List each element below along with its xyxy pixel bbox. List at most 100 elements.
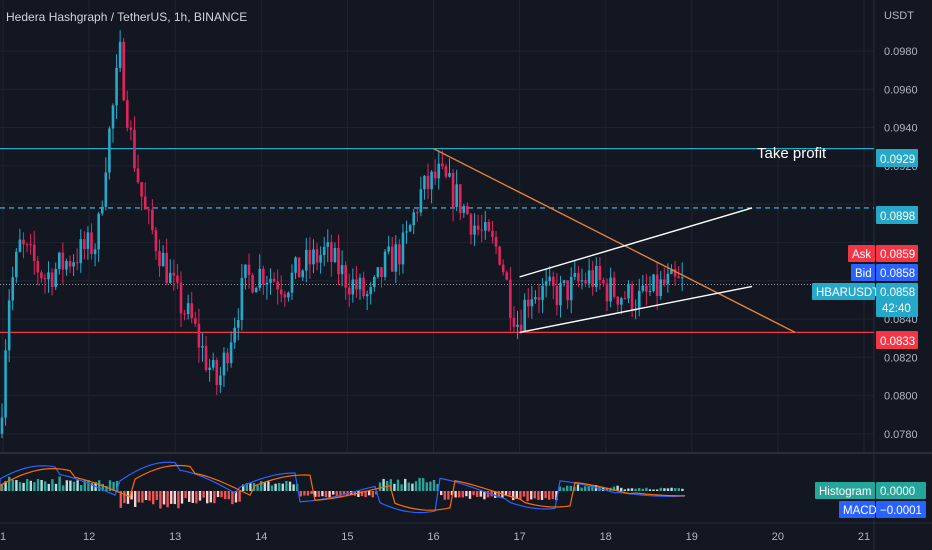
- macd-histogram-bar: [134, 491, 137, 507]
- price-tags: 0.0929 0.0898 0.0833 Ask 0.0859 Bid 0.0858HBAR…: [812, 149, 926, 518]
- macd-histogram-bar: [29, 480, 32, 491]
- ask-label-tag: Ask: [852, 249, 871, 261]
- macd-histogram-bar: [569, 485, 572, 491]
- macd-histogram-bar: [47, 483, 50, 491]
- macd-histogram-bar: [245, 483, 248, 491]
- candle-body: [641, 285, 645, 291]
- candle-body: [136, 168, 140, 183]
- macd-histogram-bar: [321, 491, 324, 497]
- macd-histogram-bar: [562, 487, 565, 491]
- macd-line: [0, 461, 686, 514]
- candle-body: [158, 251, 161, 267]
- candle-body: [229, 342, 233, 364]
- candle-body: [415, 212, 419, 214]
- macd-histogram-bar: [558, 486, 562, 491]
- ask-price-tag-bg: [876, 245, 918, 262]
- macd-histogram-bar: [306, 491, 310, 496]
- time-tick-label: 21: [858, 531, 870, 543]
- candle-body: [90, 232, 93, 255]
- candle-body: [670, 268, 673, 274]
- candle-body: [401, 232, 405, 265]
- macd-histogram-bar: [544, 491, 547, 499]
- candle-body: [40, 272, 43, 279]
- candle-body: [179, 282, 183, 314]
- candle-body: [265, 282, 269, 285]
- candle-body: [351, 279, 355, 295]
- macd-histogram-bar: [188, 491, 191, 502]
- horizontal-levels: [0, 147, 874, 334]
- candle-body: [111, 105, 115, 129]
- candle-body: [247, 264, 251, 275]
- macd-histogram-bar: [389, 479, 392, 491]
- histogram-label-tag-bg: [815, 482, 875, 499]
- macd-histogram-bar: [587, 486, 590, 491]
- candle-body: [183, 313, 186, 315]
- macd-histogram-bar: [310, 491, 313, 495]
- macd-histogram-bar: [425, 482, 428, 491]
- time-tick-label: 20: [772, 531, 784, 543]
- candle-body: [501, 264, 505, 273]
- candle-body: [168, 272, 172, 284]
- candle-body: [190, 303, 194, 319]
- macd-histogram-bar: [537, 491, 540, 500]
- macd-histogram-bar: [627, 488, 630, 491]
- candle-body: [294, 257, 297, 273]
- candle-body: [233, 327, 236, 343]
- candle-body: [458, 184, 462, 213]
- candle-body: [104, 172, 108, 207]
- candle-body: [11, 277, 15, 301]
- macd-histogram-bar: [170, 491, 173, 504]
- candle-body: [559, 282, 562, 306]
- macd-histogram-bar: [656, 489, 659, 491]
- candle-body: [526, 299, 530, 307]
- macd-histogram-bar: [324, 491, 328, 498]
- trendline: [519, 285, 753, 334]
- histogram-label-tag: Histogram: [819, 486, 871, 498]
- macd-histogram-bar: [357, 491, 360, 497]
- price-tick-label: 0.0980: [884, 46, 918, 58]
- candle-body: [620, 298, 623, 305]
- macd-histogram-bar: [666, 488, 670, 491]
- macd-indicator: [0, 461, 686, 514]
- candle-body: [616, 296, 620, 305]
- candle-body: [93, 249, 97, 255]
- macd-histogram-bar: [285, 480, 288, 491]
- candle-body: [15, 251, 18, 278]
- candle-body: [451, 172, 455, 207]
- macd-histogram-bar: [486, 491, 490, 498]
- macd-histogram-bar: [18, 482, 22, 491]
- macd-histogram-bar: [44, 481, 47, 491]
- candle-body: [326, 242, 330, 247]
- macd-histogram-bar: [681, 488, 684, 491]
- macd-histogram-bar: [378, 482, 382, 491]
- candle-body: [387, 246, 390, 252]
- candle-body: [655, 274, 659, 296]
- candle-body: [330, 242, 333, 263]
- macd-histogram-bar: [620, 487, 623, 491]
- macd-histogram-bar: [105, 485, 108, 491]
- time-tick-label: 14: [255, 531, 267, 543]
- macd-histogram-bar: [371, 491, 374, 498]
- macd-histogram-bar: [112, 481, 115, 491]
- candle-body: [480, 229, 484, 231]
- macd-histogram-bar: [40, 479, 43, 491]
- candle-body: [308, 249, 312, 265]
- candle-body: [530, 299, 534, 307]
- macd-histogram-bar: [202, 491, 205, 498]
- macd-histogram-bar: [468, 491, 472, 499]
- macd-histogram-bar: [278, 482, 281, 491]
- macd-histogram-bar: [130, 491, 133, 500]
- bid-price-tag: 0.0858: [880, 268, 915, 280]
- candle-body: [43, 278, 47, 280]
- macd-histogram-bar: [584, 486, 587, 491]
- macd-histogram-bar: [90, 483, 94, 491]
- macd-histogram-bar: [231, 491, 234, 505]
- tp-price-tag: 0.0929: [880, 154, 915, 166]
- candle-body: [537, 297, 541, 300]
- candle-body: [394, 244, 398, 272]
- macd-histogram-bar: [429, 481, 432, 491]
- macd-histogram-bar: [195, 491, 198, 504]
- macd-histogram-bar: [148, 491, 151, 501]
